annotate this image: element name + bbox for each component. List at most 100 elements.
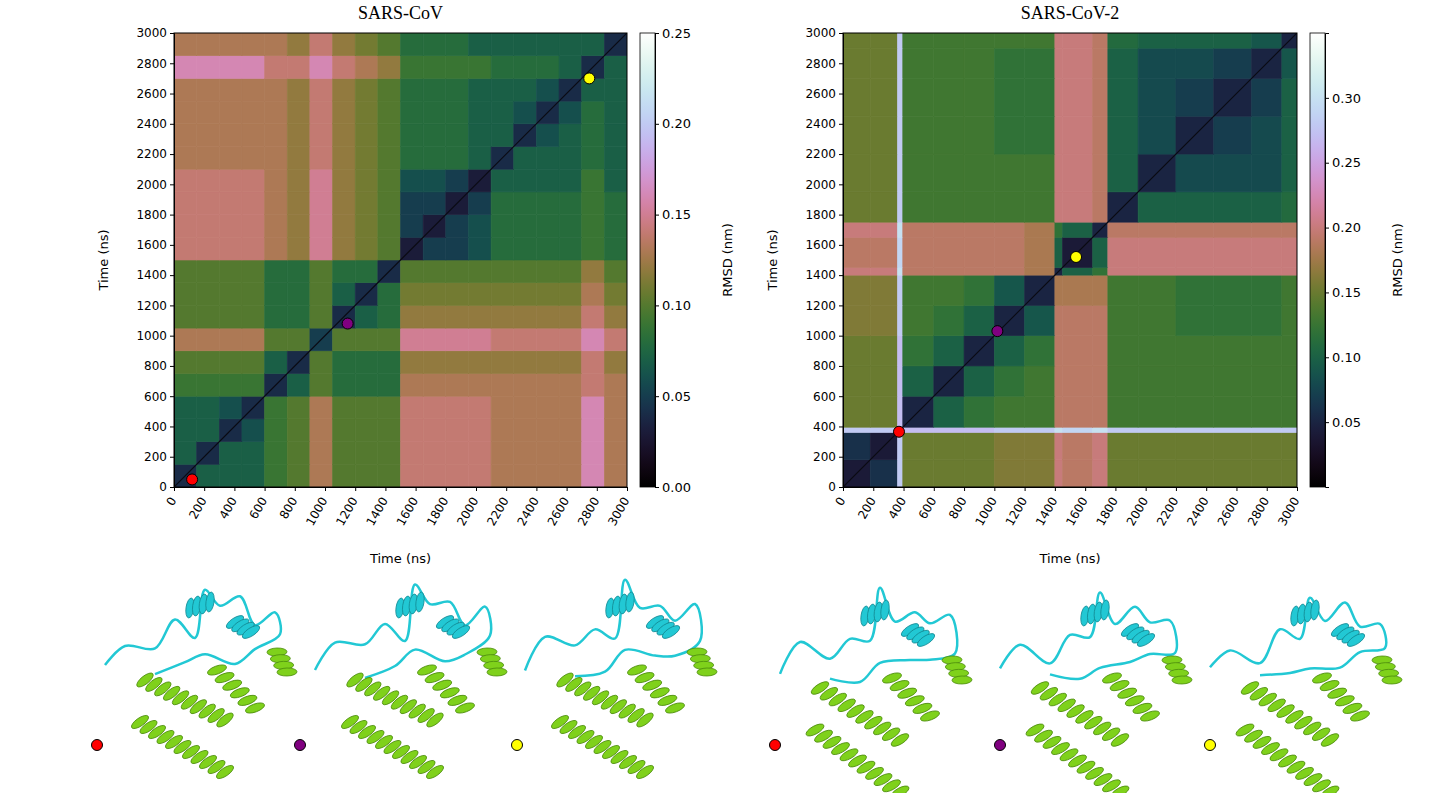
heatmap-cell	[355, 192, 378, 215]
heatmap-cell	[903, 48, 934, 78]
heatmap-cell	[582, 260, 605, 283]
tick-mark	[839, 124, 843, 125]
helix-turn	[1382, 676, 1402, 685]
heatmap-cell	[994, 275, 1024, 305]
heatmap-cell	[1214, 222, 1252, 237]
heatmap-cell	[1282, 336, 1297, 366]
tick: 1200	[1003, 487, 1030, 528]
tick-label: 1000	[303, 495, 330, 528]
tick: 2600	[1215, 487, 1242, 528]
loop	[525, 580, 702, 676]
tick: 2200	[1154, 487, 1181, 528]
tick-label: 1600	[1063, 495, 1090, 528]
heatmap-cell	[1025, 237, 1055, 267]
heatmap-cell	[310, 192, 333, 215]
heatmap-cell	[401, 351, 424, 374]
heatmap-cell	[468, 147, 491, 170]
helix-turn	[1100, 600, 1111, 621]
heatmap-cell	[536, 124, 559, 147]
heatmap-cell	[1138, 33, 1176, 48]
heatmap-cell	[559, 147, 582, 170]
heatmap-cell	[174, 283, 197, 306]
heatmap-cell	[423, 33, 446, 56]
heatmap-cell	[870, 116, 897, 154]
heatmap-cell	[582, 351, 605, 374]
tick: 400	[144, 420, 174, 434]
tick: 200	[855, 487, 879, 522]
heatmap-cell	[1282, 192, 1297, 222]
helix-turn	[1349, 709, 1371, 723]
heatmap-cell	[378, 374, 401, 397]
tick-label: 400	[144, 420, 167, 434]
heatmap-cell	[401, 283, 424, 306]
axis-line	[170, 34, 175, 488]
heatmap-cell	[1062, 305, 1092, 335]
heatmap-cell	[1252, 268, 1282, 276]
heatmap-cell	[1108, 33, 1138, 48]
heatmap-cell	[242, 147, 265, 170]
heatmap-cell	[1025, 48, 1055, 78]
heatmap-cell	[174, 124, 197, 147]
heatmap-cell	[423, 419, 446, 442]
tick-mark	[170, 184, 174, 185]
heatmap-cell	[903, 116, 934, 154]
heatmap-cell	[287, 419, 310, 442]
heatmap-cell	[355, 56, 378, 79]
heatmap-cell	[604, 147, 627, 170]
helix-turn	[487, 668, 507, 677]
heatmap-cell	[333, 396, 356, 419]
heatmap-cell	[174, 56, 197, 79]
heatmap-cell	[870, 336, 897, 366]
tick-label: 2000	[454, 495, 481, 528]
heatmap-cell	[514, 33, 537, 56]
heatmap-cell	[219, 442, 242, 465]
tick-label: 400	[216, 495, 240, 522]
heatmap-cell	[242, 351, 265, 374]
helix-turn	[1109, 784, 1130, 793]
tick-label: 2600	[136, 87, 167, 101]
heatmap-cell	[1176, 433, 1214, 460]
tick-mark	[170, 215, 174, 216]
heatmap-cell	[287, 192, 310, 215]
heatmap-cell	[1214, 192, 1252, 222]
heatmap-cell	[378, 124, 401, 147]
heatmap-cell	[964, 33, 994, 48]
diagonal	[174, 33, 627, 487]
heatmap-cell	[1282, 275, 1297, 305]
heatmap-cell	[1108, 396, 1138, 427]
heatmap-cell	[378, 56, 401, 79]
heatmap-cell	[265, 396, 288, 419]
heatmap-cell	[197, 305, 220, 328]
tick-mark	[170, 396, 174, 397]
heatmap-cell	[514, 351, 537, 374]
heatmap-cell	[514, 464, 537, 487]
helix-turn	[240, 623, 261, 641]
helix-turn	[425, 711, 446, 730]
heatmap-cell	[197, 215, 220, 238]
structure-cartoon	[525, 580, 717, 781]
heatmap-cell	[423, 396, 446, 419]
heatmap-cell	[559, 33, 582, 56]
heatmap-cell	[401, 374, 424, 397]
heatmap-cell	[1252, 237, 1282, 267]
heatmap-cell	[1282, 366, 1297, 396]
heatmap-cell	[310, 374, 333, 397]
heatmap-cell	[1062, 336, 1092, 366]
heatmap-cell	[536, 442, 559, 465]
helix-turn	[635, 711, 656, 730]
heatmap-cell	[174, 237, 197, 260]
heatmap-cell	[1055, 116, 1063, 154]
heatmap-cell	[468, 351, 491, 374]
heatmap-cell	[994, 116, 1024, 154]
heatmap-cell	[491, 464, 514, 487]
heatmap-cell	[1108, 275, 1138, 305]
tick-mark	[839, 245, 843, 246]
heatmap-cell	[355, 147, 378, 170]
plot-area	[174, 33, 627, 487]
heatmap-cell	[355, 124, 378, 147]
figure: 0200400600800100012001400160018002000220…	[0, 0, 1438, 793]
heatmap-cell	[1282, 268, 1297, 276]
heatmap-cell	[310, 215, 333, 238]
heatmap-cell	[934, 427, 964, 432]
loop	[1210, 598, 1386, 675]
